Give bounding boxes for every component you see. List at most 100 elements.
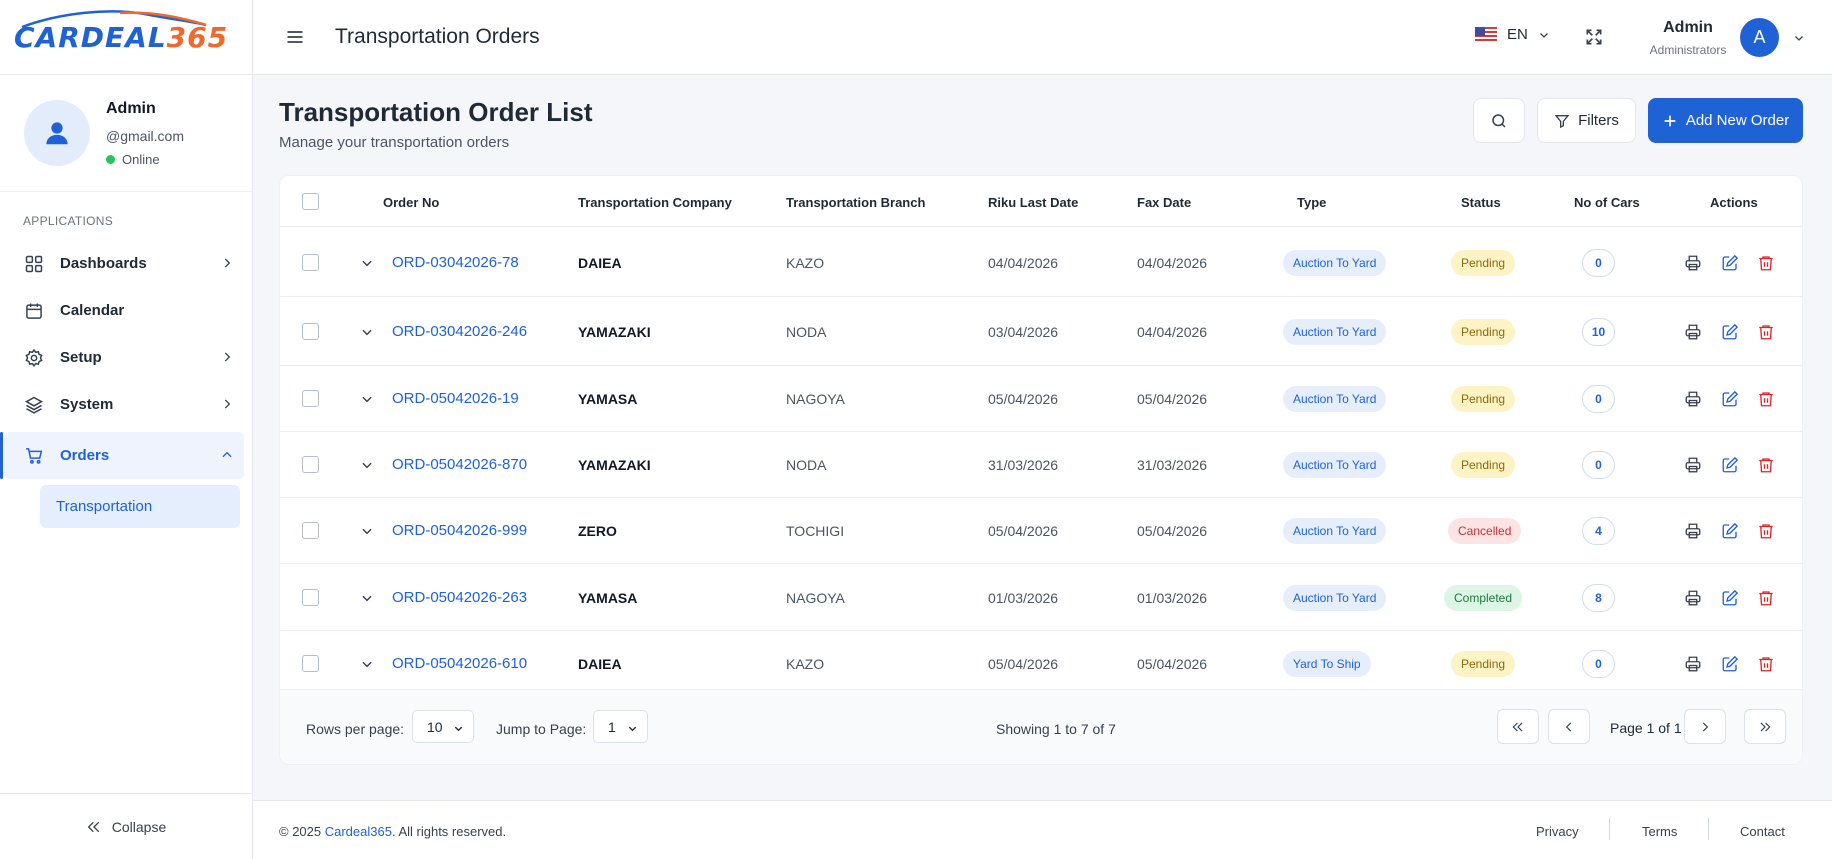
footer-link-terms[interactable]: Terms bbox=[1642, 824, 1678, 839]
sidebar-item-system[interactable]: System bbox=[0, 381, 252, 428]
print-icon[interactable] bbox=[1684, 655, 1702, 673]
column-header-status[interactable]: Status bbox=[1461, 195, 1501, 210]
table-row[interactable]: ORD-05042026-999 ZERO TOCHIGI 05/04/2026 05/… bbox=[280, 498, 1802, 564]
filters-button[interactable]: Filters bbox=[1537, 98, 1636, 143]
chevron-down-icon[interactable] bbox=[360, 325, 374, 339]
column-header-riku-last-date[interactable]: Riku Last Date bbox=[988, 195, 1079, 210]
chevron-down-icon[interactable] bbox=[1793, 32, 1805, 44]
column-header-no-of-cars[interactable]: No of Cars bbox=[1574, 195, 1640, 210]
branch-cell: NAGOYA bbox=[786, 391, 845, 407]
print-icon[interactable] bbox=[1684, 456, 1702, 474]
row-checkbox[interactable] bbox=[302, 390, 319, 407]
sidebar-item-dashboards[interactable]: Dashboards bbox=[0, 240, 252, 287]
add-new-order-button[interactable]: Add New Order bbox=[1648, 98, 1803, 143]
rows-per-page-select[interactable]: 10 bbox=[412, 710, 474, 743]
prev-page-button[interactable] bbox=[1548, 709, 1590, 744]
header-avatar[interactable]: A bbox=[1740, 18, 1779, 57]
edit-icon[interactable] bbox=[1721, 456, 1739, 474]
cars-count-badge: 10 bbox=[1582, 318, 1615, 346]
chevron-down-icon[interactable] bbox=[360, 458, 374, 472]
table-row[interactable]: ORD-05042026-870 YAMAZAKI NODA 31/03/2026 31… bbox=[280, 432, 1802, 498]
cars-count-badge: 0 bbox=[1582, 385, 1615, 413]
order-number-link[interactable]: ORD-05042026-999 bbox=[392, 522, 528, 539]
row-checkbox[interactable] bbox=[302, 522, 319, 539]
language-selector[interactable]: EN bbox=[1475, 26, 1550, 43]
column-header-fax-date[interactable]: Fax Date bbox=[1137, 195, 1192, 210]
column-header-order-no[interactable]: Order No bbox=[383, 195, 440, 210]
table-pagination: Rows per page: 10 Jump to Page: 1 Showin… bbox=[280, 689, 1802, 764]
search-button[interactable] bbox=[1473, 98, 1525, 143]
first-page-button[interactable] bbox=[1497, 709, 1539, 744]
add-label: Add New Order bbox=[1685, 112, 1790, 129]
row-checkbox[interactable] bbox=[302, 456, 319, 473]
rows-per-page-label: Rows per page: bbox=[306, 721, 405, 737]
edit-icon[interactable] bbox=[1721, 323, 1739, 341]
logo[interactable]: CARDEAL365 bbox=[0, 0, 252, 75]
footer-link-contact[interactable]: Contact bbox=[1740, 824, 1785, 839]
order-number-link[interactable]: ORD-05042026-263 bbox=[392, 589, 528, 606]
order-number-link[interactable]: ORD-05042026-870 bbox=[392, 456, 528, 473]
column-header-company[interactable]: Transportation Company bbox=[578, 195, 732, 210]
table-row[interactable]: ORD-03042026-78 DAIEA KAZO 04/04/2026 04/04/… bbox=[280, 228, 1802, 297]
trash-icon[interactable] bbox=[1757, 323, 1775, 341]
collapse-button[interactable]: Collapse bbox=[0, 793, 252, 859]
print-icon[interactable] bbox=[1684, 323, 1702, 341]
edit-icon[interactable] bbox=[1721, 522, 1739, 540]
copyright: © 2025 Cardeal365. All rights reserved. bbox=[279, 824, 506, 839]
row-checkbox[interactable] bbox=[302, 254, 319, 271]
print-icon[interactable] bbox=[1684, 390, 1702, 408]
jump-to-page-select[interactable]: 1 bbox=[593, 710, 648, 743]
footer-link-privacy[interactable]: Privacy bbox=[1536, 824, 1579, 839]
table-row[interactable]: ORD-05042026-610 DAIEA KAZO 05/04/2026 05/04… bbox=[280, 631, 1802, 697]
table-row[interactable]: ORD-03042026-246 YAMAZAKI NODA 03/04/2026 04… bbox=[280, 297, 1802, 366]
sidebar-item-calendar[interactable]: Calendar bbox=[0, 287, 252, 334]
trash-icon[interactable] bbox=[1757, 254, 1775, 272]
print-icon[interactable] bbox=[1684, 522, 1702, 540]
select-all-checkbox[interactable] bbox=[302, 193, 319, 210]
sidebar-item-setup[interactable]: Setup bbox=[0, 334, 252, 381]
chevron-down-icon[interactable] bbox=[360, 256, 374, 270]
chevron-down-icon[interactable] bbox=[360, 591, 374, 605]
order-number-link[interactable]: ORD-03042026-246 bbox=[392, 323, 528, 340]
chevron-down-icon[interactable] bbox=[360, 392, 374, 406]
order-number-link[interactable]: ORD-03042026-78 bbox=[392, 254, 519, 271]
top-header: Transportation Orders EN Admin Administr… bbox=[253, 0, 1832, 75]
riku-date-cell: 03/04/2026 bbox=[988, 324, 1059, 340]
fullscreen-icon[interactable] bbox=[1584, 27, 1604, 47]
trash-icon[interactable] bbox=[1757, 456, 1775, 474]
order-number-link[interactable]: ORD-05042026-610 bbox=[392, 655, 528, 672]
branch-cell: NODA bbox=[786, 457, 827, 473]
search-icon bbox=[1492, 113, 1506, 128]
column-header-branch[interactable]: Transportation Branch bbox=[786, 195, 926, 210]
row-checkbox[interactable] bbox=[302, 655, 319, 672]
edit-icon[interactable] bbox=[1721, 655, 1739, 673]
sidebar-item-orders[interactable]: Orders bbox=[0, 432, 244, 479]
table-row[interactable]: ORD-05042026-19 YAMASA NAGOYA 05/04/2026 05/… bbox=[280, 366, 1802, 432]
edit-icon[interactable] bbox=[1721, 589, 1739, 607]
order-number-link[interactable]: ORD-05042026-19 bbox=[392, 390, 519, 407]
print-icon[interactable] bbox=[1684, 589, 1702, 607]
trash-icon[interactable] bbox=[1757, 589, 1775, 607]
row-checkbox[interactable] bbox=[302, 589, 319, 606]
user-icon bbox=[46, 122, 68, 145]
table-row[interactable]: ORD-05042026-263 YAMASA NAGOYA 01/03/2026 01… bbox=[280, 564, 1802, 631]
edit-icon[interactable] bbox=[1721, 254, 1739, 272]
trash-icon[interactable] bbox=[1757, 390, 1775, 408]
edit-icon[interactable] bbox=[1721, 390, 1739, 408]
status-badge: Pending bbox=[1451, 452, 1516, 478]
trash-icon[interactable] bbox=[1757, 522, 1775, 540]
type-badge: Auction To Yard bbox=[1283, 585, 1387, 611]
fax-date-cell: 05/04/2026 bbox=[1137, 656, 1208, 672]
trash-icon[interactable] bbox=[1757, 655, 1775, 673]
sidebar-subitem-transportation[interactable]: Transportation bbox=[40, 485, 240, 528]
brand-link[interactable]: Cardeal365 bbox=[324, 824, 392, 839]
column-header-type[interactable]: Type bbox=[1297, 195, 1327, 210]
user-menu[interactable]: Admin Administrators bbox=[1643, 19, 1733, 57]
row-checkbox[interactable] bbox=[302, 323, 319, 340]
next-page-button[interactable] bbox=[1684, 709, 1726, 744]
chevron-down-icon[interactable] bbox=[360, 657, 374, 671]
chevron-down-icon[interactable] bbox=[360, 524, 374, 538]
last-page-button[interactable] bbox=[1744, 709, 1786, 744]
menu-toggle-button[interactable] bbox=[283, 25, 307, 49]
print-icon[interactable] bbox=[1684, 254, 1702, 272]
